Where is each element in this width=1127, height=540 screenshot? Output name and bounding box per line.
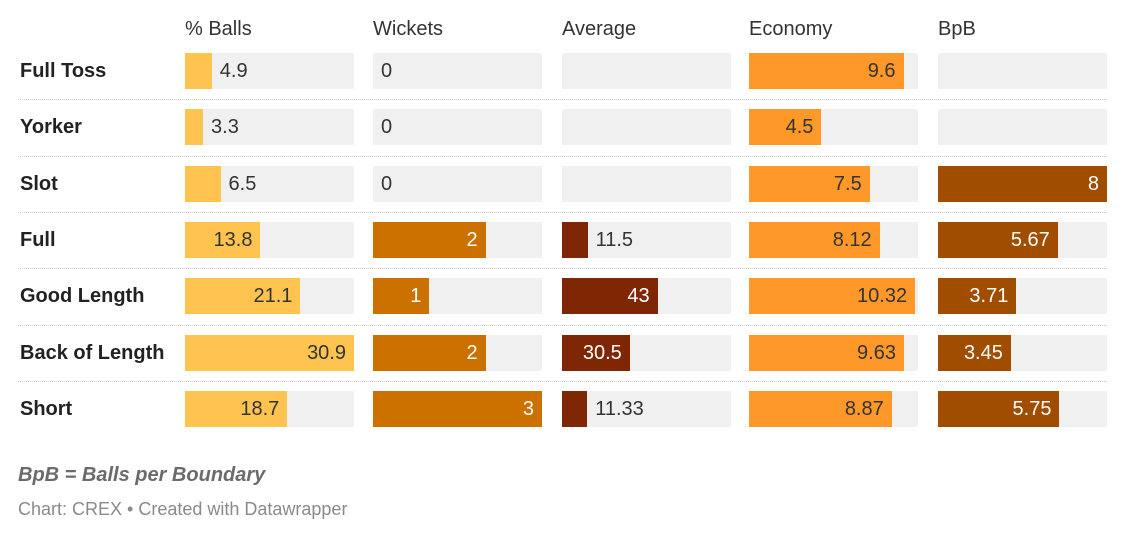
bar [938,390,1060,427]
bar [373,390,542,427]
value-label: 18.7 [240,397,280,420]
bar [185,109,204,146]
cell-background [938,53,1107,89]
value-label: 2 [466,228,478,251]
row-divider [18,325,1107,326]
bar [185,165,221,202]
bar [185,53,212,89]
bar [749,221,880,258]
bar [938,221,1058,258]
value-label: 21.1 [253,285,293,308]
column-header: Average [562,18,637,40]
value-label: 5.75 [1012,397,1052,420]
column-header: BpB [938,18,976,40]
cell-background [562,165,731,202]
row-divider [18,99,1107,100]
row-label: Yorker [20,116,82,139]
bar-table: % Balls Wickets Average Economy BpB Full Toss… [18,18,1107,427]
cell-background [373,165,542,202]
column-header: Wickets [373,18,443,40]
column-header: % Balls [185,18,252,40]
source-credit: Chart: CREX • Created with Datawrapper [18,499,348,519]
value-label: 3.3 [211,116,239,139]
row-label: Back of Length [20,341,165,364]
value-label: 2 [466,341,478,364]
bar [185,221,261,258]
value-label: 0 [381,116,393,139]
bar [938,334,1011,371]
row-label: Full Toss [20,60,107,82]
value-label: 9.63 [857,341,896,364]
value-label: 7.5 [833,172,862,195]
row-divider [18,381,1107,382]
value-label: 30.5 [582,341,622,364]
cell-background [373,109,542,146]
bar [938,278,1017,315]
row-label: Short [20,397,73,420]
value-label: 10.32 [857,285,908,308]
bar [749,165,870,202]
cell-background [562,390,731,427]
bar [749,109,822,146]
value-label: 3.71 [969,285,1009,308]
bar [185,278,301,315]
row-divider [18,268,1107,269]
cell-background [185,53,354,89]
footnote: BpB = Balls per Boundary [18,464,266,486]
row-label: Good Length [20,285,145,308]
bar [562,221,588,258]
bar [185,334,354,371]
bar [562,390,588,427]
cell-background [562,109,731,146]
bar [749,53,904,89]
value-label: 8.12 [832,228,872,251]
row-divider [18,212,1107,213]
value-label: 4.5 [785,116,814,139]
cell-background [185,109,354,146]
bar [373,278,430,315]
value-label: 9.6 [867,60,896,82]
cell-background [562,221,731,258]
bar [749,278,916,315]
value-label: 1 [410,285,422,308]
bar [373,221,486,258]
value-label: 5.67 [1010,228,1050,251]
value-label: 8 [1087,172,1099,195]
value-label: 13.8 [213,228,253,251]
value-label: 6.5 [228,172,257,195]
row-label: Full [20,228,56,251]
value-label: 0 [381,60,393,82]
cell-background [938,109,1107,146]
value-label: 3 [522,397,534,420]
bar [562,334,630,371]
bar [938,165,1107,202]
bar [749,390,892,427]
bar [185,390,288,427]
bar [373,334,486,371]
value-label: 11.5 [595,228,634,251]
value-label: 30.9 [307,341,346,364]
value-label: 11.33 [595,397,644,420]
column-header: Economy [749,18,833,40]
cell-background [373,53,542,89]
row-label: Slot [20,172,58,195]
value-label: 8.87 [844,397,884,420]
row-divider [18,156,1107,157]
value-label: 43 [627,285,650,308]
value-label: 0 [381,172,393,195]
value-label: 4.9 [219,60,248,82]
bar [749,334,904,371]
cell-background [562,53,731,89]
bar [562,278,658,315]
value-label: 3.45 [963,341,1003,364]
